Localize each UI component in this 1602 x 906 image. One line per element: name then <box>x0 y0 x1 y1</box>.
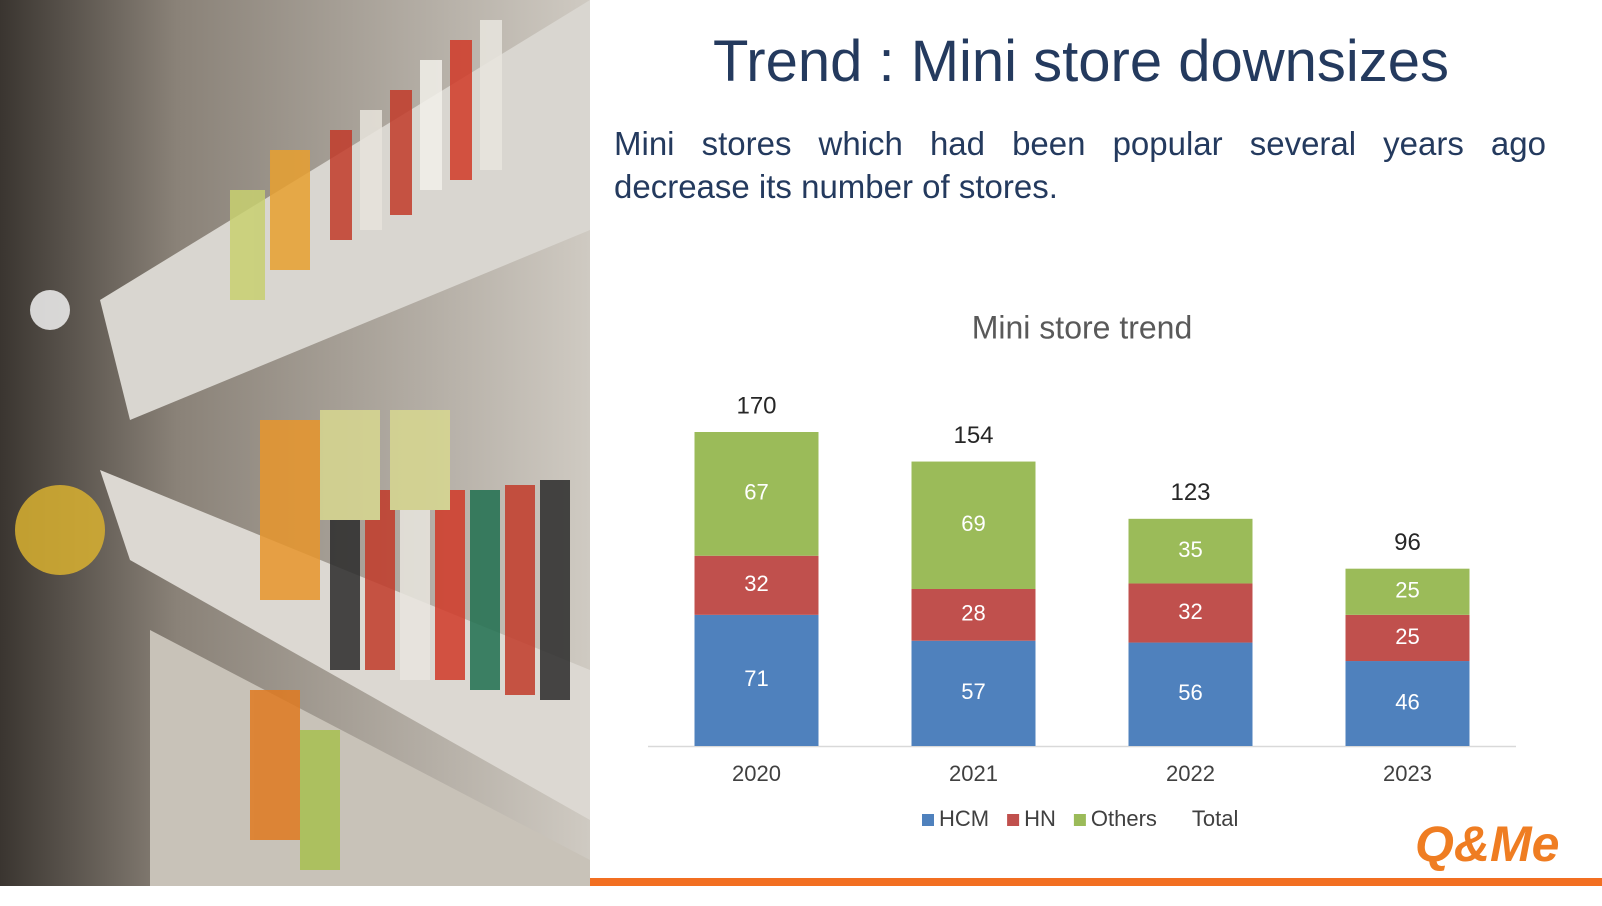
data-label: 57 <box>961 679 985 704</box>
total-label: 170 <box>736 392 776 419</box>
bar-segment <box>694 432 819 556</box>
bar-segment <box>911 589 1036 641</box>
x-tick-label: 2023 <box>1383 761 1432 786</box>
data-label: 69 <box>961 511 985 536</box>
bar-segment <box>1128 583 1253 643</box>
data-label: 71 <box>744 666 768 691</box>
data-label: 25 <box>1395 624 1419 649</box>
bar-segment <box>1345 614 1470 662</box>
legend-swatch <box>1007 814 1020 826</box>
legend-label: Total <box>1192 806 1238 831</box>
slide-subtitle: Mini stores which had been popular sever… <box>614 125 1546 205</box>
bar-segment <box>911 640 1036 746</box>
legend-swatch <box>1073 814 1086 826</box>
shelf-photo <box>0 0 590 886</box>
data-label: 32 <box>1178 599 1202 624</box>
bar-segment <box>911 461 1036 589</box>
data-label: 25 <box>1395 578 1419 603</box>
chart-title: Mini store trend <box>972 309 1193 345</box>
data-label: 28 <box>961 601 985 626</box>
legend-label: Others <box>1091 806 1157 831</box>
data-label: 32 <box>744 571 768 596</box>
total-label: 123 <box>1170 479 1210 506</box>
legend-label: HCM <box>939 806 989 831</box>
x-tick-label: 2021 <box>949 761 998 786</box>
data-label: 35 <box>1178 537 1202 562</box>
total-label: 96 <box>1394 529 1421 556</box>
bar-segment <box>1128 518 1253 584</box>
data-label: 46 <box>1395 689 1419 714</box>
legend-swatch <box>922 814 934 826</box>
x-tick-label: 2020 <box>732 761 781 786</box>
slide-title: Trend : Mini store downsizes <box>712 29 1450 94</box>
x-tick-label: 2022 <box>1166 761 1215 786</box>
logo: Q&Me <box>1415 816 1559 872</box>
data-label: 56 <box>1178 680 1202 705</box>
total-label: 154 <box>953 422 993 449</box>
bar-segment <box>1345 661 1470 746</box>
bar-segment <box>694 555 819 615</box>
bar-segment <box>694 614 819 746</box>
data-label: 67 <box>744 480 768 505</box>
bottom-bar <box>590 878 1602 886</box>
legend-label: HN <box>1024 806 1056 831</box>
bar-segment <box>1345 568 1470 615</box>
bar-segment <box>1128 642 1253 746</box>
